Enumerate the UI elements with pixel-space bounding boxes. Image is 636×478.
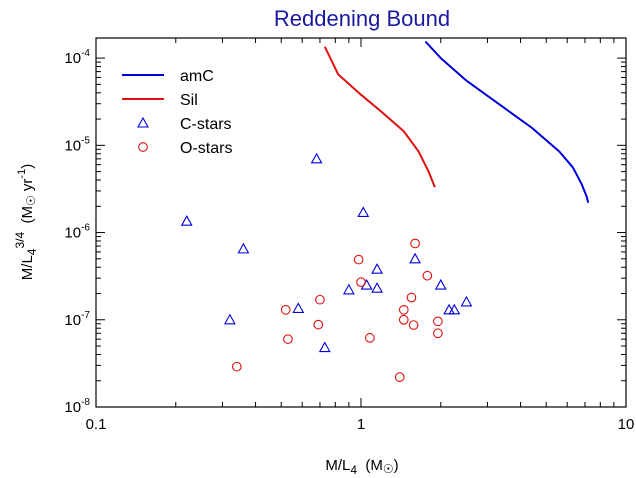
o-stars-point [398,314,409,325]
c-stars-point [310,152,323,164]
y-tick-label: 10-8 [64,397,90,416]
y-tick-base: 10 [64,137,81,154]
y-label-unit-open: (M [19,206,36,224]
c-stars-point [357,206,370,217]
x-label-unit-open: (M [365,457,383,474]
x-tick-label: 1 [357,416,365,433]
c-stars-point [180,215,193,226]
chart-title: Reddening Bound [274,6,450,31]
o-stars-point [408,320,419,330]
sil-line [323,46,436,188]
legend: amC Sil C-stars O-stars [122,68,232,157]
c-stars-point [443,303,456,315]
o-stars-point [394,372,405,382]
x-tick-label: 0.1 [86,416,107,433]
c-stars-point [371,263,384,274]
c-stars-point [360,278,373,290]
y-tick-label: 10-4 [64,48,90,67]
plot-frame [95,37,627,408]
legend-item-sil: Sil [122,92,198,109]
o-stars-point [283,334,293,344]
y-label-unit-mid: yr [19,179,36,196]
o-stars-point [406,292,417,303]
y-label-unit-sup: -1 [16,169,28,179]
y-tick-exponent: -6 [81,223,90,234]
c-stars-point [448,303,461,315]
x-label-unit-close: ) [394,457,399,474]
o-stars-point [398,304,409,315]
o-stars-point [365,333,375,343]
y-tick-label: 10-7 [64,310,90,329]
o-stars-point [313,319,324,330]
series-sil [323,46,436,188]
y-tick-exponent: -8 [81,397,90,408]
legend-label-o-stars: O-stars [180,140,232,157]
y-tick-exponent: -7 [81,310,90,321]
y-label-unit-close: ) [19,164,36,169]
c-stars-point [318,341,331,353]
y-tick-exponent: -4 [81,48,90,59]
o-stars-point [433,316,443,327]
y-tick-exponent: -5 [81,135,90,146]
o-stars-point [231,361,242,372]
c-stars-point [342,283,355,295]
legend-label-c-stars: C-stars [180,116,232,133]
y-tick-base: 10 [64,312,81,329]
c-stars-point [409,252,422,264]
legend-item-o-stars: O-stars [138,140,232,157]
y-label-sup: 3/4 [13,232,27,249]
c-stars-point [292,302,305,313]
x-label-sub: 4 [350,463,357,477]
y-label-sun-symbol: ☉ [24,195,38,206]
c-stars-point [237,242,250,254]
legend-label-sil: Sil [180,92,198,109]
amc-line [424,40,590,203]
o-stars-point [433,328,443,339]
legend-item-c-stars: C-stars [137,116,232,133]
y-label-main: M/L [19,255,36,280]
series-o-stars [231,238,443,382]
x-label-sun-symbol: ☉ [383,462,394,476]
y-tick-base: 10 [64,50,81,67]
y-tick-label: 10-6 [64,223,90,242]
series-layer [180,40,590,382]
series-c-stars [180,152,473,353]
c-stars-point [460,295,473,307]
x-axis-label: M/L4 (M☉) [325,457,398,477]
series-amc [424,40,590,203]
x-tick-label: 10 [618,416,635,433]
x-label-main: M/L [325,457,350,474]
o-stars-point [315,294,325,305]
y-label-sub: 4 [25,248,39,255]
o-stars-point [280,304,291,315]
c-stars-point [371,282,384,293]
legend-item-amc: amC [122,68,214,85]
o-stars-point [356,277,366,287]
y-tick-base: 10 [64,225,81,242]
o-stars-point [422,270,433,281]
legend-label-amc: amC [180,68,214,85]
c-stars-point [223,313,236,325]
o-stars-point [410,238,420,249]
y-axis-label: M/L43/4 (M☉ yr-1) [13,164,39,280]
o-stars-point [353,254,364,265]
c-stars-point [434,278,447,290]
y-tick-label: 10-5 [64,135,90,154]
legend-swatch-c-stars [137,116,149,128]
legend-swatch-o-stars [138,142,148,152]
y-tick-base: 10 [64,399,81,416]
